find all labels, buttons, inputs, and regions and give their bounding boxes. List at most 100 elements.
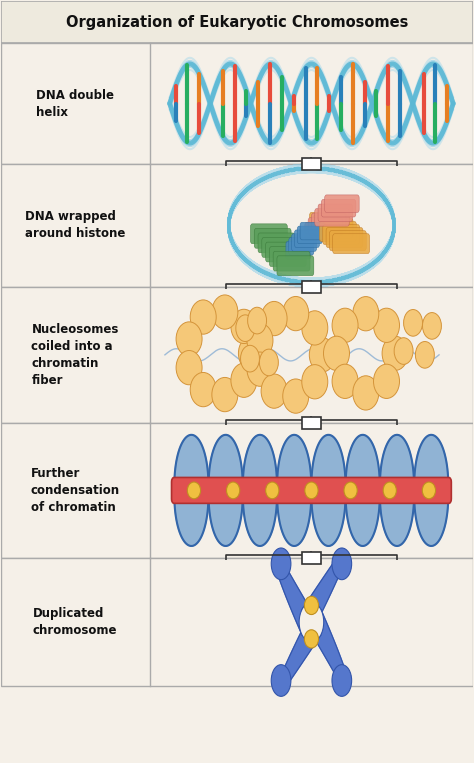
Ellipse shape: [227, 482, 240, 499]
Ellipse shape: [332, 308, 358, 343]
Polygon shape: [311, 497, 346, 546]
FancyBboxPatch shape: [265, 242, 302, 262]
Ellipse shape: [302, 311, 328, 345]
FancyBboxPatch shape: [323, 224, 360, 244]
Text: Nucleosomes
coiled into a
chromatin
fiber: Nucleosomes coiled into a chromatin fibe…: [31, 323, 119, 387]
Ellipse shape: [302, 365, 328, 399]
Ellipse shape: [271, 665, 291, 697]
FancyBboxPatch shape: [302, 417, 321, 429]
FancyBboxPatch shape: [289, 237, 314, 255]
FancyBboxPatch shape: [318, 204, 353, 221]
FancyBboxPatch shape: [258, 233, 295, 253]
FancyBboxPatch shape: [297, 226, 322, 243]
Ellipse shape: [304, 596, 319, 614]
Text: DNA double
helix: DNA double helix: [36, 89, 114, 118]
Polygon shape: [243, 435, 277, 485]
Polygon shape: [414, 497, 448, 546]
Ellipse shape: [394, 338, 413, 365]
FancyBboxPatch shape: [325, 195, 359, 212]
FancyBboxPatch shape: [0, 1, 474, 43]
Ellipse shape: [261, 374, 287, 408]
Ellipse shape: [305, 482, 318, 499]
Ellipse shape: [247, 307, 266, 334]
FancyBboxPatch shape: [302, 158, 321, 170]
FancyBboxPatch shape: [305, 222, 339, 240]
Polygon shape: [380, 435, 414, 485]
Ellipse shape: [382, 336, 408, 371]
FancyBboxPatch shape: [254, 228, 291, 248]
FancyBboxPatch shape: [294, 230, 319, 247]
Ellipse shape: [310, 338, 335, 372]
Text: Organization of Eukaryotic Chromosomes: Organization of Eukaryotic Chromosomes: [66, 14, 408, 30]
Ellipse shape: [187, 482, 201, 499]
FancyBboxPatch shape: [277, 256, 314, 275]
Polygon shape: [174, 435, 209, 485]
Polygon shape: [243, 497, 277, 546]
Polygon shape: [311, 435, 346, 485]
FancyBboxPatch shape: [315, 208, 349, 226]
FancyBboxPatch shape: [319, 221, 356, 241]
FancyBboxPatch shape: [0, 164, 474, 287]
Polygon shape: [209, 497, 243, 546]
FancyBboxPatch shape: [329, 230, 366, 250]
Ellipse shape: [332, 548, 352, 580]
Polygon shape: [276, 558, 310, 635]
FancyBboxPatch shape: [321, 199, 356, 217]
FancyBboxPatch shape: [0, 423, 474, 559]
Ellipse shape: [240, 346, 259, 372]
Ellipse shape: [176, 322, 202, 356]
Polygon shape: [346, 497, 380, 546]
Ellipse shape: [261, 301, 287, 336]
FancyBboxPatch shape: [333, 233, 370, 253]
Ellipse shape: [259, 349, 278, 376]
Polygon shape: [380, 497, 414, 546]
Ellipse shape: [304, 629, 319, 648]
FancyBboxPatch shape: [326, 227, 363, 247]
Ellipse shape: [238, 336, 264, 371]
Ellipse shape: [190, 372, 216, 407]
Ellipse shape: [283, 297, 309, 330]
Polygon shape: [277, 497, 311, 546]
Ellipse shape: [212, 378, 238, 412]
Ellipse shape: [353, 297, 379, 331]
Ellipse shape: [415, 342, 434, 369]
Polygon shape: [346, 435, 380, 485]
FancyBboxPatch shape: [172, 478, 451, 504]
FancyBboxPatch shape: [286, 241, 311, 259]
Polygon shape: [209, 435, 243, 485]
Ellipse shape: [323, 336, 349, 371]
Ellipse shape: [236, 315, 255, 342]
Polygon shape: [277, 435, 311, 485]
Polygon shape: [312, 610, 346, 687]
FancyBboxPatch shape: [269, 246, 306, 266]
Ellipse shape: [212, 295, 238, 329]
Ellipse shape: [374, 364, 400, 398]
Ellipse shape: [265, 482, 279, 499]
Ellipse shape: [403, 310, 422, 336]
FancyBboxPatch shape: [250, 224, 287, 243]
FancyBboxPatch shape: [302, 552, 321, 565]
Text: Further
condensation
of chromatin: Further condensation of chromatin: [30, 467, 120, 514]
Ellipse shape: [247, 324, 273, 358]
Ellipse shape: [231, 363, 257, 398]
Ellipse shape: [344, 482, 357, 499]
Ellipse shape: [190, 300, 216, 334]
Polygon shape: [302, 558, 341, 635]
Ellipse shape: [374, 308, 400, 343]
FancyBboxPatch shape: [0, 43, 474, 164]
Ellipse shape: [383, 482, 396, 499]
Text: DNA wrapped
around histone: DNA wrapped around histone: [25, 211, 125, 240]
Ellipse shape: [353, 376, 379, 410]
Polygon shape: [282, 610, 321, 687]
FancyBboxPatch shape: [300, 222, 325, 240]
FancyBboxPatch shape: [313, 215, 350, 235]
Ellipse shape: [231, 309, 257, 343]
Ellipse shape: [422, 313, 441, 340]
FancyBboxPatch shape: [0, 287, 474, 423]
FancyBboxPatch shape: [308, 217, 343, 235]
Text: Duplicated
chromosome: Duplicated chromosome: [33, 607, 118, 637]
Ellipse shape: [247, 352, 273, 386]
Ellipse shape: [176, 350, 202, 385]
Ellipse shape: [332, 665, 352, 697]
Polygon shape: [414, 435, 448, 485]
